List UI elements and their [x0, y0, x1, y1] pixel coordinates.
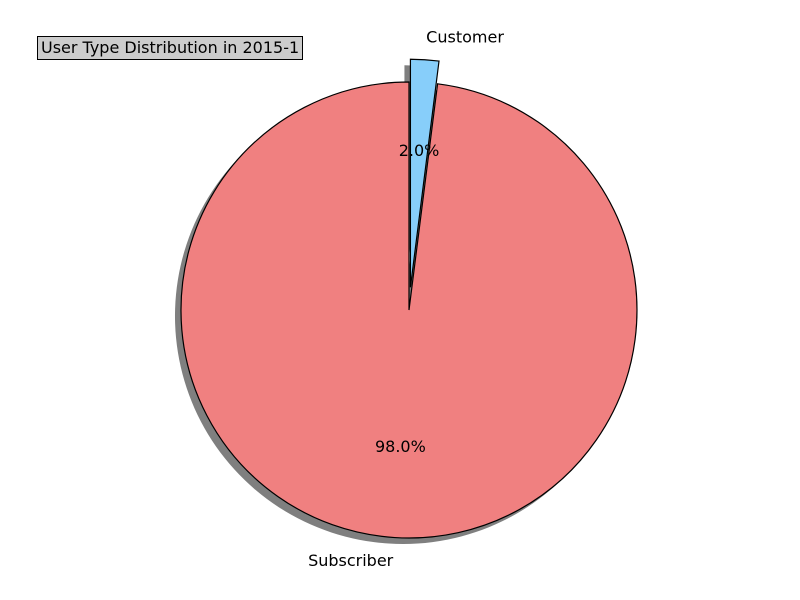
chart-title: User Type Distribution in 2015-1 — [37, 36, 304, 60]
pct-label-subscriber: 98.0% — [375, 437, 426, 456]
slice-layer — [180, 58, 638, 539]
pct-label-customer: 2.0% — [399, 141, 440, 160]
slice-customer — [409, 58, 440, 288]
slice-label-subscriber: Subscriber — [308, 551, 394, 570]
slice-subscriber — [180, 81, 638, 539]
label-layer: Subscriber 98.0% Customer 2.0% — [308, 27, 504, 569]
slice-label-customer: Customer — [426, 27, 504, 46]
